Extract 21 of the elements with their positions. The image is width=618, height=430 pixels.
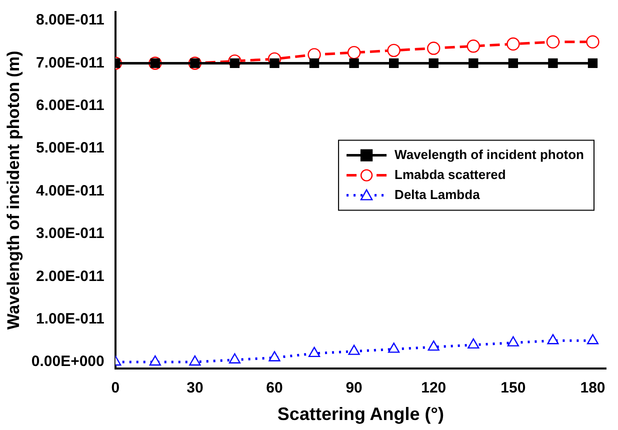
x-tick-label: 0 [111,380,120,397]
y-tick-label: 4.00E-011 [36,182,104,200]
y-tick-label: 2.00E-011 [36,268,104,285]
y-tick-label: 7.00E-011 [36,54,104,72]
x-axis-title: Scattering Angle (°) [277,404,444,424]
y-tick-label: 3.00E-011 [36,225,104,242]
legend-label: Delta Lambda [394,186,481,202]
y-tick-label: 1.00E-011 [36,310,104,328]
x-tick-label: 60 [266,380,283,397]
x-tick-label: 120 [421,380,446,397]
legend-label: Wavelength of incident photon [394,146,584,162]
y-tick-label: 0.00E+000 [31,353,104,370]
x-tick-label: 150 [500,380,526,397]
x-tick-label: 90 [346,380,362,397]
y-tick-label: 5.00E-011 [36,140,104,157]
x-tick-label: 180 [580,380,606,397]
y-axis-title: Wavelength of incident photon (m) [4,50,23,330]
y-tick-label: 6.00E-011 [36,97,104,114]
y-tick-label: 8.00E-011 [36,12,104,29]
x-tick-label: 30 [186,380,204,397]
legend-label: Lmabda scattered [394,166,506,182]
